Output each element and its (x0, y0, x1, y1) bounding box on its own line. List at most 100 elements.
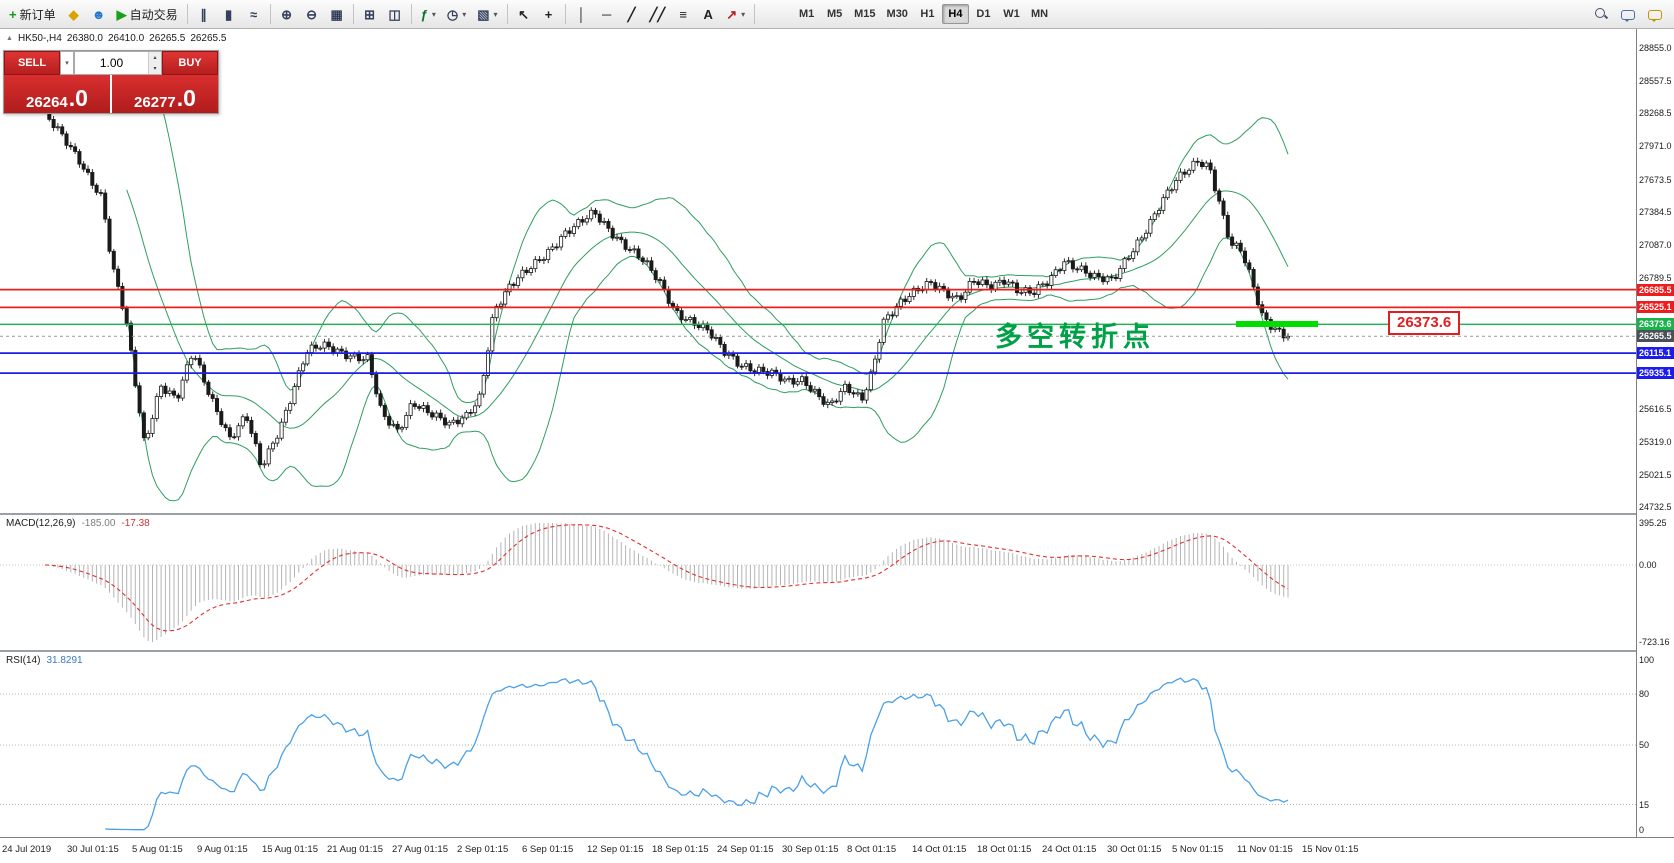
price-axis-label: 27971.0 (1639, 141, 1672, 152)
macd-axis-label: -723.16 (1639, 637, 1670, 647)
timeframe-mn-button[interactable]: MN (1026, 4, 1053, 24)
panel-splitter-rsi[interactable] (0, 650, 1674, 652)
buy-price[interactable]: 26277.0 (112, 75, 218, 113)
bar-chart-mode-button[interactable]: ∥ (192, 3, 216, 26)
price-axis-label: 26789.5 (1639, 273, 1672, 283)
time-axis-label: 21 Aug 01:15 (327, 844, 383, 855)
main-chart[interactable] (0, 29, 1636, 513)
fibonacci-button[interactable]: ≡ (671, 3, 695, 26)
chevron-down-icon: ▾ (462, 9, 467, 19)
time-axis-label: 12 Sep 01:15 (587, 844, 644, 855)
price-callout-label[interactable]: 26373.6 (1388, 311, 1461, 335)
macd-value-signal: -17.38 (121, 518, 150, 529)
time-axis-label: 9 Aug 01:15 (197, 844, 248, 855)
price-axis-label: 27087.0 (1639, 239, 1672, 250)
toolbar-separator (352, 4, 354, 24)
macd-label: MACD(12,26,9) -185.00 -17.38 (6, 518, 150, 529)
buy-price-frac: .0 (176, 85, 196, 111)
time-axis-label: 24 Sep 01:15 (717, 844, 774, 855)
indicators-button[interactable]: ƒ ▾ (416, 3, 441, 26)
line-chart-mode-button[interactable]: ≈ (242, 3, 266, 26)
horizontal-line-button[interactable]: ─ (595, 3, 619, 26)
autotrading-button[interactable]: ▶ 自动交易 (112, 3, 183, 26)
arrows-button[interactable]: ↗ ▾ (721, 3, 750, 26)
timeframe-m1-button[interactable]: M1 (793, 4, 820, 24)
pivot-price-badge: 26373.6 (1637, 318, 1674, 331)
macd-value-main: -185.00 (81, 518, 116, 529)
volume-dropdown-button[interactable]: ▾ (60, 51, 74, 75)
time-axis-label: 30 Jul 01:15 (67, 844, 119, 855)
time-axis-label: 14 Oct 01:15 (912, 844, 967, 855)
timeframe-m15-button[interactable]: M15 (849, 4, 880, 24)
time-axis-label: 18 Sep 01:15 (652, 844, 709, 855)
timeframe-m5-button[interactable]: M5 (821, 4, 848, 24)
chat-gold-icon (1648, 9, 1662, 22)
timeframe-d1-button[interactable]: D1 (970, 4, 997, 24)
vertical-line-icon: │ (577, 6, 586, 22)
tile-windows-button[interactable]: ▦ (325, 3, 349, 26)
volume-decrease-button[interactable]: ▾ (149, 63, 161, 74)
pivot-highlight-segment[interactable] (1236, 321, 1318, 327)
news-chat-button[interactable] (1643, 3, 1667, 26)
crosshair-button[interactable]: + (537, 3, 561, 26)
time-axis-label: 2 Sep 01:15 (457, 844, 509, 855)
buy-price-main: 26277 (134, 94, 176, 111)
macd-histogram (48, 523, 1289, 642)
community-button[interactable]: ☻ (87, 3, 111, 26)
toolbar-right-group (1589, 3, 1670, 26)
price-axis-label: 27384.5 (1639, 206, 1672, 217)
cursor-button[interactable]: ↖ (512, 3, 536, 26)
chat-button[interactable] (1616, 3, 1640, 26)
search-icon (1594, 7, 1608, 21)
volume-input[interactable] (75, 52, 148, 74)
indicators-icon: ƒ (420, 6, 428, 22)
panel-splitter-macd[interactable] (0, 513, 1674, 515)
chevron-down-icon: ▾ (741, 9, 746, 19)
text-icon: A (703, 6, 713, 22)
collapse-icon[interactable]: ▲ (6, 35, 13, 42)
one-click-trading-panel: SELL ▾ ▴ ▾ BUY 26264.0 26277.0 (3, 50, 219, 114)
horizontal-level-lines[interactable] (0, 288, 1636, 375)
rsi-name: RSI(14) (6, 655, 41, 666)
price-axis[interactable]: 28855.0 28557.5 28268.5 27971.0 27673.5 27384… (1636, 29, 1674, 837)
time-axis-label: 24 Oct 01:15 (1042, 844, 1097, 855)
rsi-axis-label: 100 (1639, 655, 1655, 665)
candlestick-mode-button[interactable]: ▮ (217, 3, 241, 26)
timeframe-w1-button[interactable]: W1 (998, 4, 1025, 24)
timeframe-h4-button[interactable]: H4 (941, 4, 969, 24)
profiles-button[interactable]: ◫ (383, 3, 407, 26)
time-axis[interactable]: 24 Jul 2019 30 Jul 01:15 5 Aug 01:15 9 Aug … (0, 837, 1674, 863)
toolbar-separator (269, 4, 271, 24)
timeframe-h1-button[interactable]: H1 (914, 4, 941, 24)
alerts-button[interactable]: ◆ (62, 3, 86, 26)
candlestick-icon: ▮ (225, 6, 233, 22)
time-axis-label: 6 Sep 01:15 (522, 844, 574, 855)
vertical-line-button[interactable]: │ (570, 3, 594, 26)
profiles-icon: ◫ (388, 6, 401, 22)
person-icon: ☻ (91, 6, 106, 22)
channel-button[interactable]: ╱╱ (645, 3, 671, 26)
new-order-button[interactable]: + 新订单 (4, 3, 61, 26)
rsi-label: RSI(14) 31.8291 (6, 655, 83, 666)
rsi-panel[interactable] (0, 652, 1636, 837)
macd-panel[interactable] (0, 515, 1636, 650)
new-chart-button[interactable]: ⊞ (358, 3, 382, 26)
volume-increase-button[interactable]: ▴ (149, 52, 161, 63)
text-button[interactable]: A (696, 3, 720, 26)
timeframe-m30-button[interactable]: M30 (882, 4, 913, 24)
horizontal-line-icon: ─ (601, 6, 612, 22)
sell-price[interactable]: 26264.0 (4, 75, 110, 113)
timeframe-group: M1 M5 M15 M30 H1 H4 D1 W1 MN (793, 4, 1053, 24)
templates-button[interactable]: ▧ ▾ (472, 3, 502, 26)
sell-button[interactable]: SELL (4, 51, 60, 75)
search-button[interactable] (1589, 3, 1613, 26)
toolbar-separator (754, 4, 756, 24)
periods-button[interactable]: ◷ ▾ (442, 3, 471, 26)
macd-axis-label: 0.00 (1639, 560, 1657, 571)
trendline-button[interactable]: ╱ (620, 3, 644, 26)
chart-annotation-text[interactable]: 多空转折点 (995, 322, 1155, 353)
zoom-out-button[interactable]: ⊖ (300, 3, 324, 26)
sell-price-main: 26264 (26, 94, 68, 111)
zoom-in-button[interactable]: ⊕ (275, 3, 299, 26)
buy-button[interactable]: BUY (162, 51, 218, 75)
